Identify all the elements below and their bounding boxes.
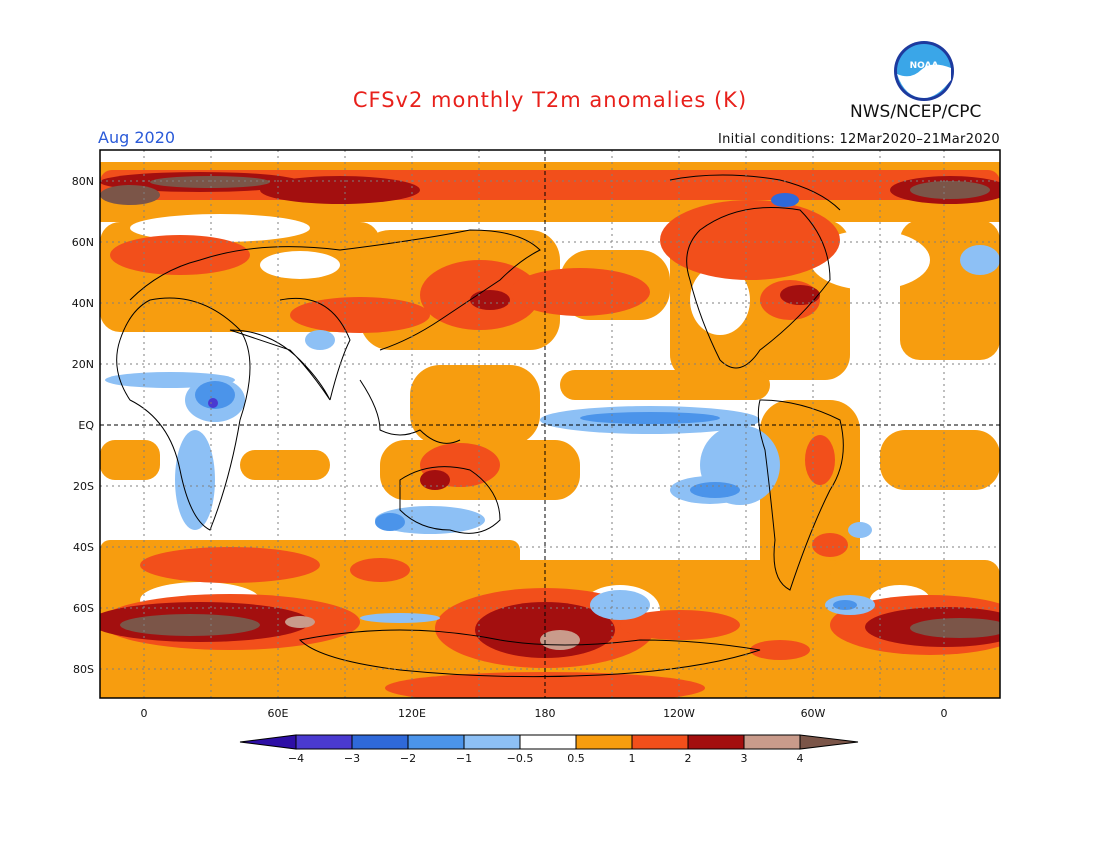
colorbar-arrow-low: [239, 734, 297, 750]
colorbar-arrow-high: [799, 734, 859, 750]
colorbar-segment: [687, 734, 745, 750]
colorbar-tick-label: −2: [400, 752, 416, 765]
coastlines: [116, 174, 844, 678]
colorbar-segment: [407, 734, 465, 750]
logo-text: NOAA: [910, 61, 939, 71]
lat-label: 60S: [73, 602, 94, 615]
month-label: Aug 2020: [98, 128, 176, 147]
map-title: CFSv2 monthly T2m anomalies (K): [352, 88, 748, 112]
lon-label: 0: [141, 707, 148, 720]
colorbar-tick-label: −4: [288, 752, 304, 765]
anomaly-field: [100, 150, 1000, 698]
lon-label: 120E: [398, 707, 426, 720]
graticule: [100, 150, 1000, 698]
lat-label: 60N: [72, 236, 94, 249]
noaa-logo-icon: NOAA: [894, 41, 954, 101]
lat-label: 40S: [73, 541, 94, 554]
colorbar-segment: [463, 734, 521, 750]
colorbar-segment: [351, 734, 409, 750]
lon-label: 120W: [663, 707, 695, 720]
lon-labels: 0 60E 120E 180 120W 60W 0: [141, 707, 948, 720]
colorbar-tick-label: −1: [456, 752, 472, 765]
lon-label: 180: [535, 707, 556, 720]
anomaly-brown: [100, 176, 1000, 638]
colorbar-segment: [575, 734, 633, 750]
colorbar: −4 −3 −2 −1 −0.5 0.5 1 2 3 4: [239, 734, 859, 765]
colorbar-segment: [631, 734, 689, 750]
colorbar-tick-label: 1: [629, 752, 636, 765]
colorbar-tick-label: 4: [797, 752, 804, 765]
lat-label: 20S: [73, 480, 94, 493]
colorbar-tick-label: 2: [685, 752, 692, 765]
map-frame: [99, 149, 1001, 699]
lon-label: 60W: [801, 707, 826, 720]
lat-label: EQ: [78, 419, 94, 432]
lat-label: 80N: [72, 175, 94, 188]
lat-labels: 80N 60N 40N 20N EQ 20S 40S 60S 80S: [72, 175, 95, 676]
lat-label: 20N: [72, 358, 94, 371]
lat-label: 80S: [73, 663, 94, 676]
colorbar-segment: [743, 734, 801, 750]
colorbar-tick-label: −3: [344, 752, 360, 765]
colorbar-tick-label: −0.5: [507, 752, 534, 765]
colorbar-tick-label: 3: [741, 752, 748, 765]
lat-label: 40N: [72, 297, 94, 310]
colorbar-segment: [519, 734, 577, 750]
colorbar-segment: [295, 734, 353, 750]
lon-label: 0: [941, 707, 948, 720]
colorbar-tick-label: 0.5: [567, 752, 585, 765]
agency-label: NWS/NCEP/CPC: [850, 102, 982, 122]
lon-label: 60E: [268, 707, 289, 720]
initial-conditions-label: Initial conditions: 12Mar2020–21Mar2020: [717, 132, 1000, 147]
